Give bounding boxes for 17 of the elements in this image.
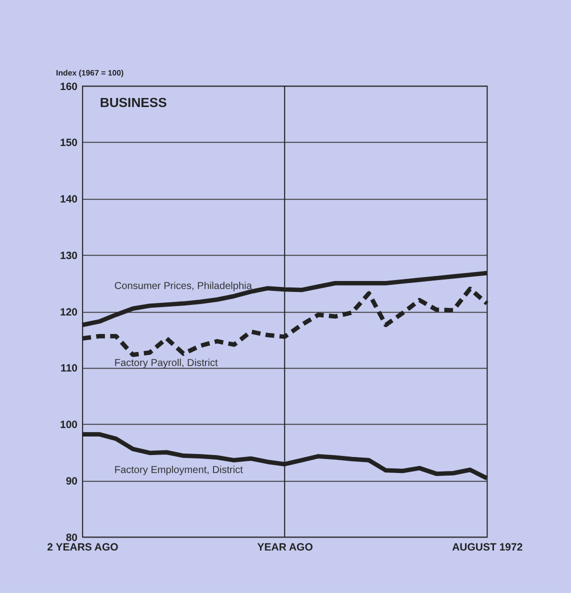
y-tick-label: 130 <box>60 250 78 262</box>
y-tick-label: 160 <box>60 80 78 93</box>
series-label: Factory Payroll, District <box>114 358 218 369</box>
y-tick-label: 110 <box>60 362 78 375</box>
series-label: Factory Employment, District <box>114 465 244 476</box>
y-tick-label: 100 <box>60 419 78 432</box>
y-tick-label: 140 <box>60 194 78 206</box>
y-tick-label: 150 <box>60 137 78 150</box>
y-tick-label: 90 <box>66 475 78 488</box>
y-tick-label: 80 <box>66 532 78 544</box>
x-tick-label: AUGUST 1972 <box>452 541 523 554</box>
x-tick-label: 2 YEARS AGO <box>47 541 118 554</box>
y-tick-label: 120 <box>60 306 78 318</box>
y-axis-title: Index (1967 = 100) <box>56 68 124 78</box>
series-label: Consumer Prices, Philadelphia <box>114 281 252 292</box>
x-tick-label: YEAR AGO <box>257 541 313 554</box>
text: BUSINESS <box>100 94 168 110</box>
